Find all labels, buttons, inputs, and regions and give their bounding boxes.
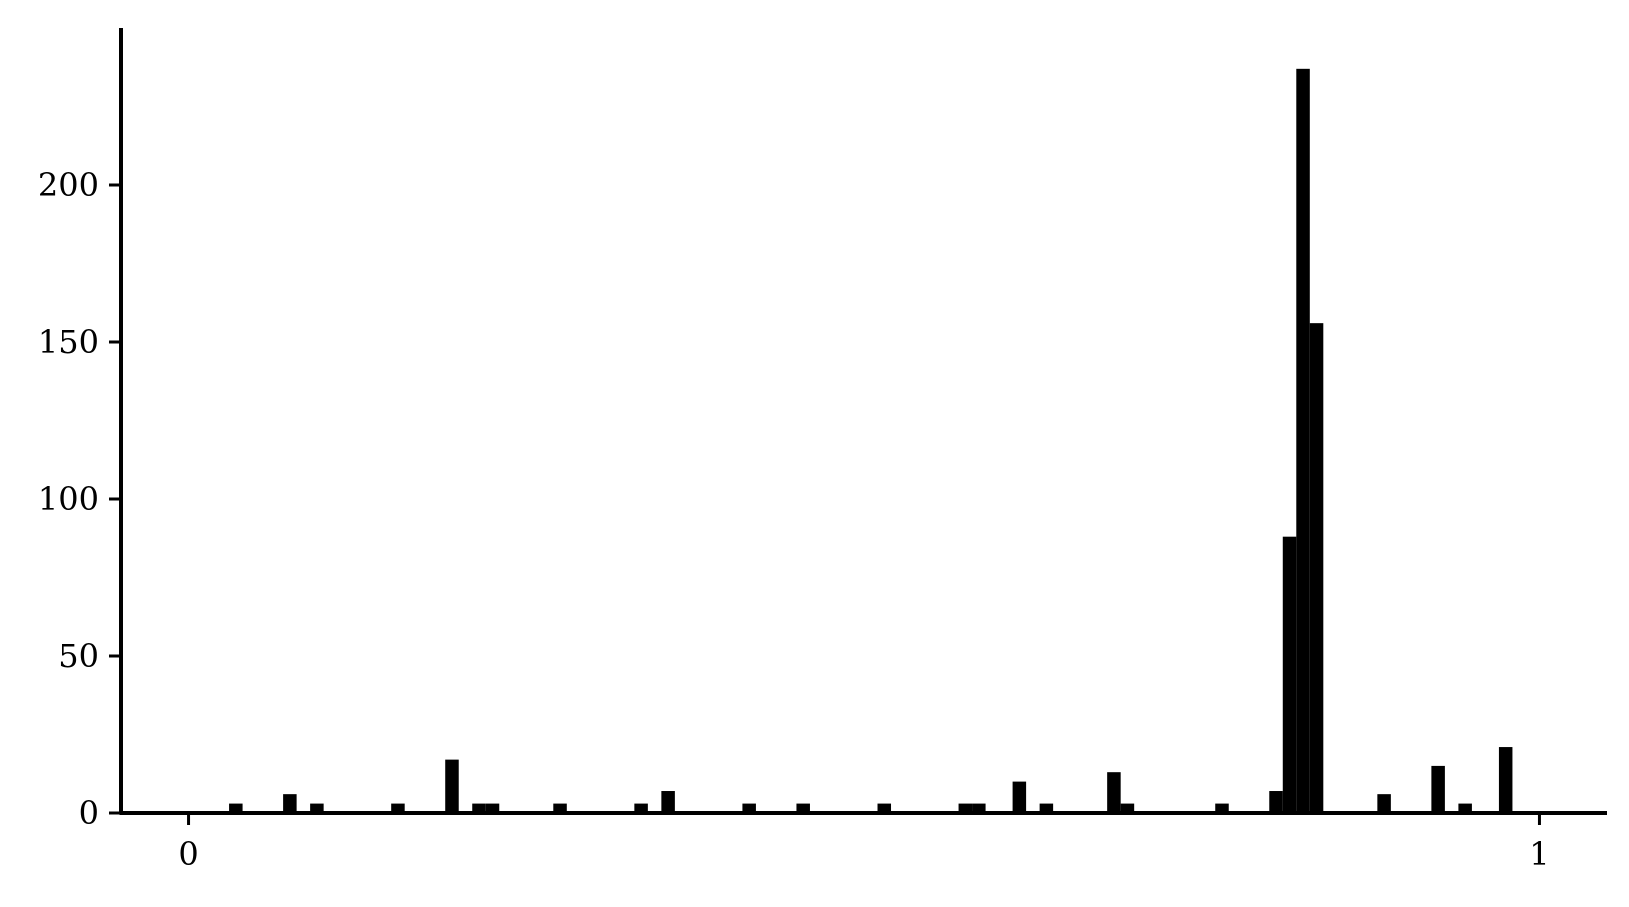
histogram-bar-3 bbox=[391, 803, 405, 813]
x-tick-label-1: 1 bbox=[1529, 835, 1549, 873]
histogram-bar-13 bbox=[958, 803, 973, 813]
histogram-bar-12 bbox=[877, 803, 892, 813]
bars-layer bbox=[229, 68, 1513, 813]
histogram-bar-19 bbox=[1215, 803, 1229, 813]
histogram-bar-5 bbox=[472, 803, 486, 813]
histogram-bar-7 bbox=[553, 803, 567, 813]
histogram-bar-6 bbox=[485, 803, 500, 813]
histogram-bar-26 bbox=[1458, 803, 1472, 813]
y-tick-label-4: 200 bbox=[38, 166, 99, 204]
histogram-bar-23 bbox=[1309, 323, 1324, 813]
histogram-bar-22 bbox=[1296, 68, 1310, 813]
histogram-bar-15 bbox=[1012, 781, 1027, 813]
histogram-bar-8 bbox=[634, 803, 648, 813]
histogram-bar-25 bbox=[1431, 765, 1445, 813]
histogram-bar-21 bbox=[1282, 536, 1297, 813]
histogram-bar-2 bbox=[310, 803, 324, 813]
histogram-bar-0 bbox=[229, 803, 243, 813]
histogram-bar-10 bbox=[742, 803, 756, 813]
histogram-bar-14 bbox=[972, 803, 986, 813]
histogram-bar-27 bbox=[1498, 747, 1513, 813]
histogram-bar-17 bbox=[1107, 772, 1121, 813]
histogram-bar-20 bbox=[1269, 791, 1283, 813]
histogram-bar-1 bbox=[283, 794, 297, 813]
histogram-bar-11 bbox=[796, 803, 810, 813]
histogram-bar-18 bbox=[1120, 803, 1135, 813]
axes-layer bbox=[119, 28, 1607, 815]
y-tick-label-1: 50 bbox=[58, 637, 99, 675]
y-tick-label-0: 0 bbox=[79, 794, 99, 832]
histogram-bar-24 bbox=[1377, 794, 1391, 813]
y-tick-label-2: 100 bbox=[38, 480, 99, 518]
histogram-bar-4 bbox=[445, 759, 459, 813]
x-tick-label-0: 0 bbox=[178, 835, 198, 873]
histogram-bar-16 bbox=[1039, 803, 1054, 813]
ticks-layer: 0 50 100 150 200 0 1 bbox=[38, 166, 1550, 873]
histogram-bar-9 bbox=[661, 791, 675, 813]
y-tick-label-3: 150 bbox=[38, 323, 99, 361]
